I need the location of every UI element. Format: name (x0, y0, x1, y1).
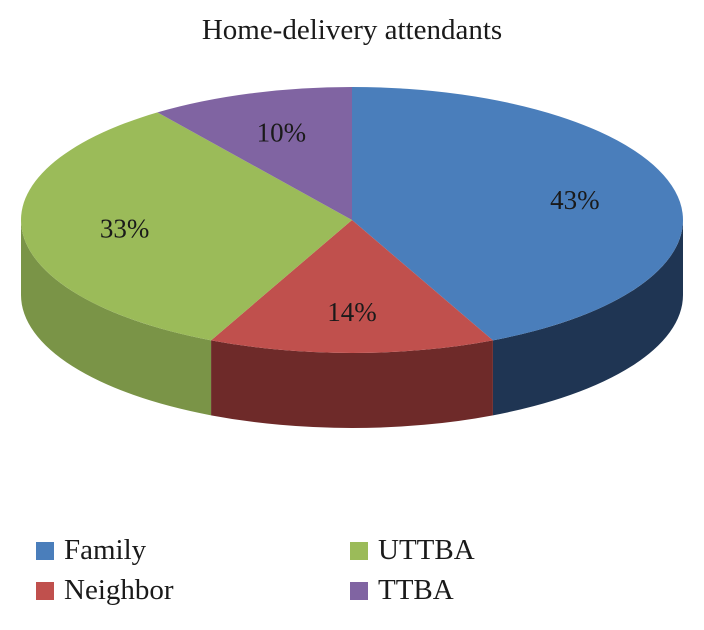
data-label-family: 43% (550, 185, 600, 215)
legend-label-ttba: TTBA (378, 574, 454, 606)
pie-labels: 43% 14% 33% 10% (100, 118, 600, 327)
legend-swatch-family (36, 541, 54, 560)
legend-item-ttba: TTBA (350, 574, 454, 607)
legend-label-neighbor: Neighbor (64, 574, 174, 606)
legend-item-family: Family (36, 534, 146, 567)
legend-label-uttba: UTTBA (378, 534, 475, 566)
data-label-neighbor: 14% (327, 297, 377, 327)
slice-side-uttba (21, 220, 212, 416)
legend-swatch-neighbor (36, 581, 54, 600)
data-label-ttba: 10% (257, 118, 307, 148)
legend-swatch-uttba (350, 541, 368, 560)
pie-sides (21, 220, 683, 428)
pie-chart: 43% 14% 33% 10% (20, 87, 684, 428)
slice-uttba (20, 112, 353, 341)
legend-item-neighbor: Neighbor (36, 574, 174, 607)
slice-ttba (157, 87, 352, 220)
pie-tops (20, 87, 684, 354)
legend-item-uttba: UTTBA (350, 534, 475, 567)
data-label-uttba: 33% (100, 214, 150, 244)
slice-family (352, 87, 684, 341)
legend: Family Neighbor UTTBA TTBA (0, 528, 704, 618)
chart-title: Home-delivery attendants (201, 14, 503, 46)
slice-side-neighbor (211, 340, 493, 428)
slice-side-family (492, 220, 683, 416)
legend-swatch-ttba (350, 581, 368, 600)
legend-label-family: Family (64, 534, 147, 566)
slice-neighbor (211, 220, 493, 354)
